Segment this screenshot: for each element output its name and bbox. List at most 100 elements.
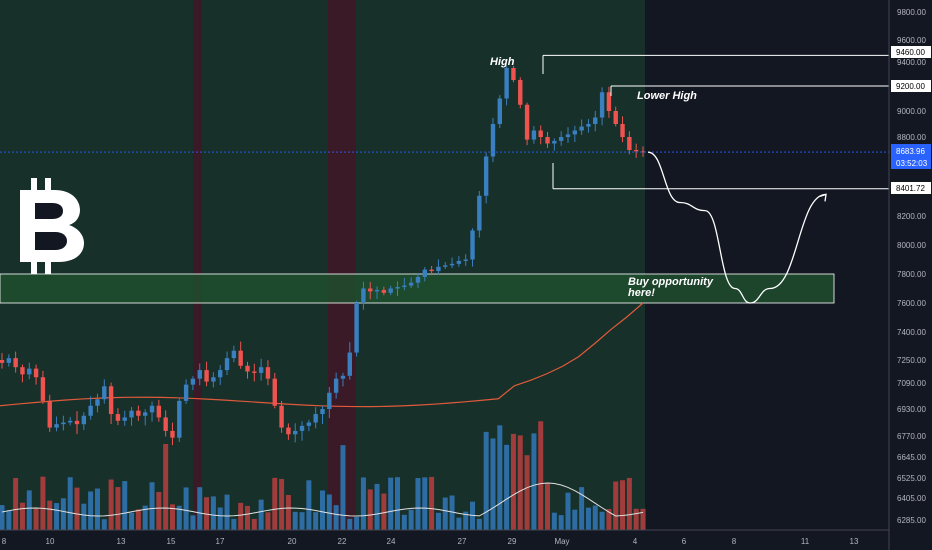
candle-body (395, 287, 400, 289)
volume-bar (251, 518, 257, 530)
volume-bar (374, 483, 380, 530)
projection-path (647, 151, 827, 304)
price-tick-label: 9000.00 (897, 107, 926, 116)
candle-body (156, 405, 162, 418)
candle-body (129, 410, 134, 418)
date-axis[interactable]: 8 10 13 15 17 20 22 24 27 29 May 4 6 8 11 13 (0, 529, 889, 546)
candle-body (545, 137, 550, 144)
candle-body (620, 124, 625, 137)
candle-body (163, 417, 168, 431)
svg-text:8683.96: 8683.96 (896, 147, 925, 156)
volume-bar (585, 507, 591, 530)
volume-bar (292, 511, 298, 530)
price-tick-label: 7800.00 (897, 270, 926, 279)
candle-body (177, 400, 182, 438)
candle-body (497, 98, 502, 124)
candle-body (327, 392, 332, 409)
volume-bar (320, 490, 325, 530)
volume-bar (483, 431, 489, 530)
candle-body (6, 358, 12, 363)
candle-body (0, 360, 5, 363)
date-tick-label: 8 (732, 537, 737, 546)
candle-body (88, 405, 93, 416)
candle-body (108, 386, 114, 415)
price-tick-label: 9600.00 (897, 36, 926, 45)
drawing-layer (0, 54, 889, 304)
candle-body (354, 303, 359, 353)
volume-bar (224, 494, 230, 530)
price-tick-label: 7400.00 (897, 328, 926, 337)
price-tick-label: 8200.00 (897, 212, 926, 221)
volume-bar (40, 476, 46, 530)
candle-body (67, 420, 73, 423)
volume-bar (565, 492, 571, 530)
candle-body (54, 424, 59, 428)
date-tick-label: 15 (167, 537, 176, 546)
date-tick-label: 17 (216, 537, 225, 546)
price-tag-lower-high: 9200.00 (891, 80, 931, 92)
volume-bar (299, 512, 305, 530)
price-tick-label: 8000.00 (897, 241, 926, 250)
volume-bar (388, 477, 394, 530)
candle-body (13, 358, 18, 368)
price-tick-label: 7600.00 (897, 299, 926, 308)
date-tick-label: 8 (2, 537, 7, 546)
candle-body (558, 137, 564, 141)
volume-bar (67, 477, 73, 530)
volume-bar (476, 518, 482, 530)
volume-bar (122, 481, 128, 530)
candle-body (143, 412, 148, 416)
annotation-buy-line2: here! (628, 287, 655, 299)
candle-body (483, 156, 489, 196)
candle-body (456, 260, 462, 264)
candle-body (415, 276, 421, 283)
moving-average-layer (0, 302, 644, 408)
price-tick-label: 6645.00 (897, 453, 926, 462)
candle-body (361, 288, 366, 303)
volume-bar (217, 507, 223, 530)
volume-bar (442, 497, 448, 530)
volume-bar (340, 445, 346, 530)
volume-bar (367, 489, 373, 530)
candle-body (347, 352, 352, 376)
session-bands (0, 0, 645, 530)
candle-body (27, 368, 32, 375)
candle-body (518, 80, 523, 105)
volume-bar (115, 487, 121, 530)
volume-bar (429, 476, 435, 530)
volume-bar (620, 480, 626, 530)
candle-body (552, 140, 557, 144)
price-tick-label: 9400.00 (897, 58, 926, 67)
price-tick-label: 6285.00 (897, 516, 926, 525)
volume-bar (279, 478, 285, 530)
volume-bar (258, 499, 264, 530)
volume-bar (313, 512, 319, 530)
date-tick-label: 6 (682, 537, 687, 546)
price-tick-label: 7250.00 (897, 356, 926, 365)
volume-bar (531, 433, 537, 530)
volume-bar (88, 491, 94, 530)
volume-bar (599, 511, 605, 530)
candle-body (565, 134, 571, 137)
date-tick-label: 13 (117, 537, 126, 546)
candle-body (115, 414, 121, 421)
candle-body (402, 285, 407, 288)
volume-bar (360, 477, 366, 530)
volume-bar (129, 512, 135, 530)
volume-bar (33, 508, 39, 530)
annotation-lower-high: Lower High (637, 90, 697, 102)
candle-body (524, 104, 530, 140)
date-tick-label: 11 (801, 537, 810, 546)
annotation-high: High (490, 56, 515, 68)
volume-bar (26, 490, 32, 530)
volume-bar (510, 433, 516, 530)
candle-body (47, 400, 52, 428)
moving-average-line (0, 302, 644, 408)
volume-bar (47, 500, 53, 530)
candle-body (231, 350, 237, 359)
volume-bar (13, 477, 19, 530)
date-tick-label: 22 (338, 537, 347, 546)
candle-layer (0, 65, 646, 446)
date-tick-label: 27 (458, 537, 467, 546)
